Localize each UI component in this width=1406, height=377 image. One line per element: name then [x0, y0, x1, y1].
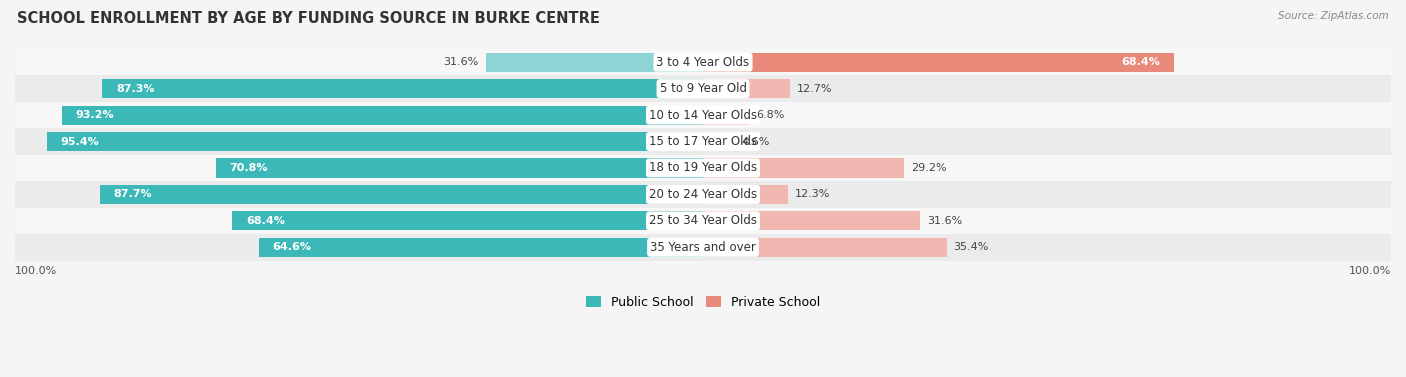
Text: 12.3%: 12.3%	[794, 189, 830, 199]
Bar	[703, 132, 735, 151]
Bar	[703, 158, 904, 178]
Bar	[15, 49, 1391, 75]
Text: 15 to 17 Year Olds: 15 to 17 Year Olds	[650, 135, 756, 148]
Text: 5 to 9 Year Old: 5 to 9 Year Old	[659, 82, 747, 95]
Bar	[703, 53, 1174, 72]
Text: 100.0%: 100.0%	[15, 267, 58, 276]
Text: 29.2%: 29.2%	[911, 163, 946, 173]
Bar	[62, 106, 703, 124]
Bar	[100, 185, 703, 204]
Text: 6.8%: 6.8%	[756, 110, 785, 120]
Bar	[485, 53, 703, 72]
Text: 25 to 34 Year Olds: 25 to 34 Year Olds	[650, 215, 756, 227]
Text: 95.4%: 95.4%	[60, 136, 100, 147]
Text: 4.6%: 4.6%	[741, 136, 770, 147]
Text: 10 to 14 Year Olds: 10 to 14 Year Olds	[650, 109, 756, 121]
Bar	[703, 79, 790, 98]
Legend: Public School, Private School: Public School, Private School	[581, 291, 825, 314]
Bar	[15, 208, 1391, 234]
Text: 35.4%: 35.4%	[953, 242, 988, 252]
Text: 100.0%: 100.0%	[1348, 267, 1391, 276]
Bar	[15, 234, 1391, 261]
Bar	[46, 132, 703, 151]
Text: 64.6%: 64.6%	[273, 242, 311, 252]
Bar	[103, 79, 703, 98]
Bar	[15, 102, 1391, 128]
Text: 87.3%: 87.3%	[117, 84, 155, 93]
Text: 18 to 19 Year Olds: 18 to 19 Year Olds	[650, 161, 756, 175]
Text: 31.6%: 31.6%	[443, 57, 478, 67]
Bar	[217, 158, 703, 178]
Text: 68.4%: 68.4%	[246, 216, 285, 226]
Bar	[703, 238, 946, 257]
Bar	[703, 211, 921, 230]
Bar	[15, 155, 1391, 181]
Text: Source: ZipAtlas.com: Source: ZipAtlas.com	[1278, 11, 1389, 21]
Text: 70.8%: 70.8%	[229, 163, 269, 173]
Bar	[15, 181, 1391, 208]
Bar	[15, 128, 1391, 155]
Text: 87.7%: 87.7%	[114, 189, 152, 199]
Text: 35 Years and over: 35 Years and over	[650, 241, 756, 254]
Text: 31.6%: 31.6%	[928, 216, 963, 226]
Text: 12.7%: 12.7%	[797, 84, 832, 93]
Bar	[703, 185, 787, 204]
Text: 68.4%: 68.4%	[1121, 57, 1160, 67]
Text: 3 to 4 Year Olds: 3 to 4 Year Olds	[657, 56, 749, 69]
Text: SCHOOL ENROLLMENT BY AGE BY FUNDING SOURCE IN BURKE CENTRE: SCHOOL ENROLLMENT BY AGE BY FUNDING SOUR…	[17, 11, 600, 26]
Bar	[15, 75, 1391, 102]
Bar	[703, 106, 749, 124]
Text: 93.2%: 93.2%	[76, 110, 114, 120]
Bar	[232, 211, 703, 230]
Bar	[259, 238, 703, 257]
Text: 20 to 24 Year Olds: 20 to 24 Year Olds	[650, 188, 756, 201]
